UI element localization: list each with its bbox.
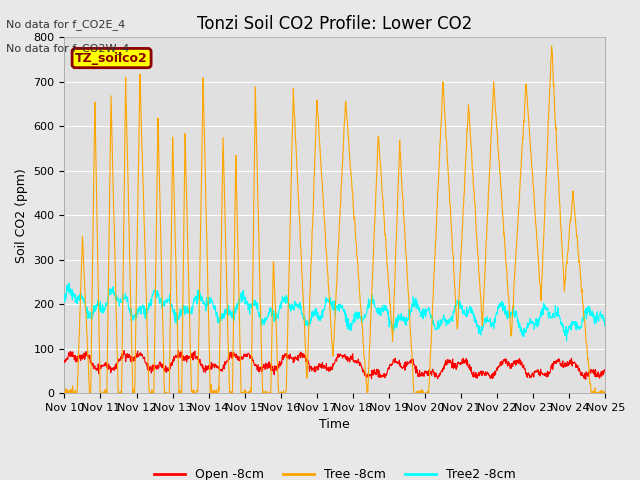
Text: No data for f_CO2W_4: No data for f_CO2W_4 xyxy=(6,43,130,54)
Text: No data for f_CO2E_4: No data for f_CO2E_4 xyxy=(6,19,125,30)
Text: TZ_soilco2: TZ_soilco2 xyxy=(76,51,148,65)
Y-axis label: Soil CO2 (ppm): Soil CO2 (ppm) xyxy=(15,168,28,263)
X-axis label: Time: Time xyxy=(319,419,350,432)
Legend: Open -8cm, Tree -8cm, Tree2 -8cm: Open -8cm, Tree -8cm, Tree2 -8cm xyxy=(149,464,521,480)
Title: Tonzi Soil CO2 Profile: Lower CO2: Tonzi Soil CO2 Profile: Lower CO2 xyxy=(197,15,472,33)
